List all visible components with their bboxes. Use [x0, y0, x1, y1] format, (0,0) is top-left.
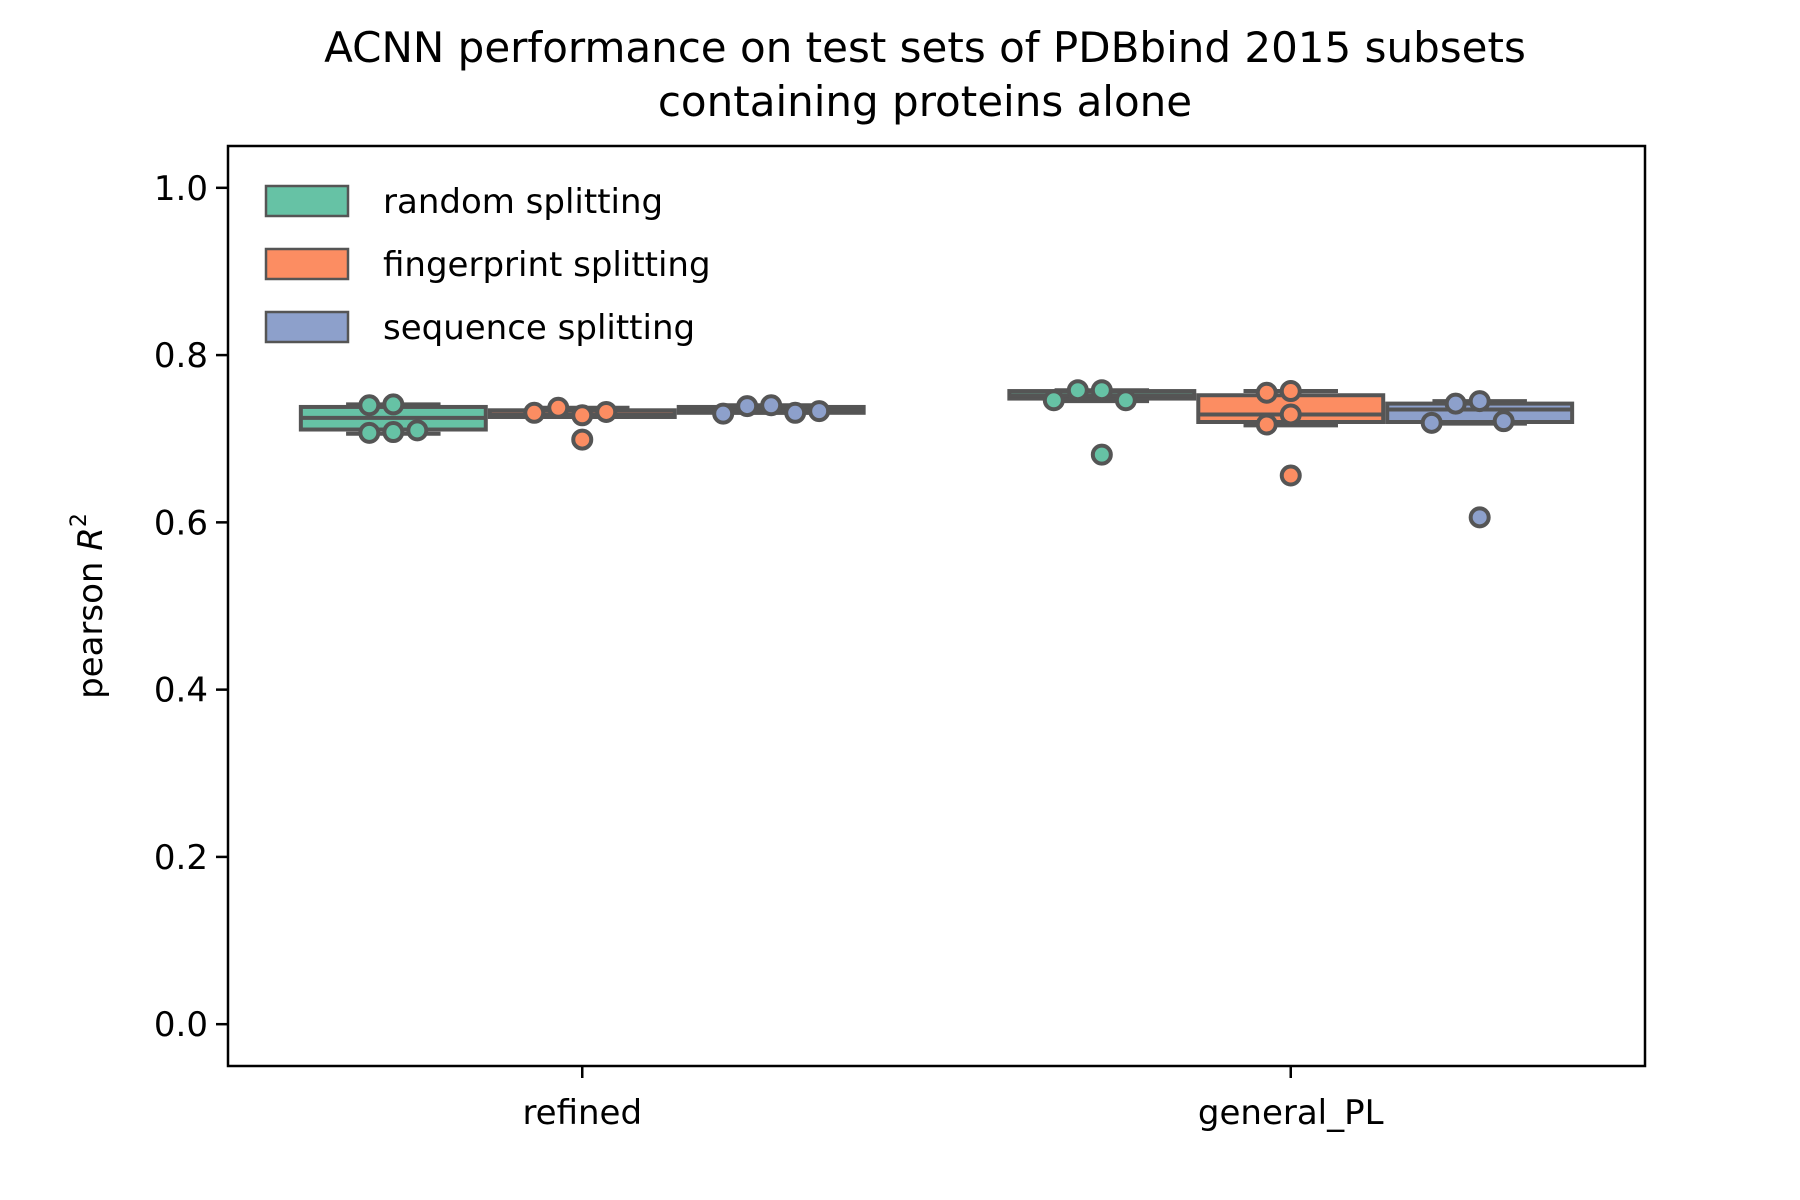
- y-tick-label: 1.0: [154, 169, 208, 209]
- data-point: [595, 400, 618, 423]
- x-tick-label: general_PL: [1198, 1093, 1384, 1133]
- legend: random splitting fingerprint splitting seq…: [264, 182, 711, 348]
- data-point: [1420, 411, 1443, 434]
- data-point: [358, 421, 381, 444]
- data-point: [760, 394, 783, 417]
- data-point: [382, 421, 405, 444]
- legend-swatch: [264, 184, 350, 218]
- data-point: [1279, 380, 1302, 403]
- data-point: [1468, 390, 1491, 413]
- data-point: [547, 396, 570, 419]
- box-sequence-splitting-general_PL: [1385, 390, 1575, 529]
- y-tick-label: 0.4: [154, 671, 208, 711]
- y-tick-label: 0.0: [154, 1005, 208, 1045]
- y-axis-label-math: R: [71, 527, 111, 551]
- legend-swatch: [264, 247, 350, 281]
- data-point: [406, 419, 429, 442]
- data-point: [382, 393, 405, 416]
- y-axis-label-word: pearson: [71, 551, 111, 699]
- y-axis-label-superscript: 2: [67, 513, 92, 527]
- data-point: [1114, 389, 1137, 412]
- data-point: [1492, 410, 1515, 433]
- box-fingerprint-splitting-refined: [487, 396, 677, 451]
- legend-entry-fingerprint-splitting: fingerprint splitting: [264, 245, 711, 285]
- data-point: [1066, 379, 1089, 402]
- data-point: [1279, 403, 1302, 426]
- plot-frame: [226, 144, 1647, 1068]
- data-point: [1090, 443, 1113, 466]
- y-tick-label: 0.6: [154, 503, 208, 543]
- legend-label: random splitting: [383, 182, 663, 222]
- data-point: [358, 394, 381, 417]
- chart-title-line-2: containing proteins alone: [658, 77, 1192, 126]
- legend-swatch: [264, 310, 350, 344]
- box-random-splitting-general_PL: [1007, 379, 1197, 466]
- chart-title-line-1: ACNN performance on test sets of PDBbind…: [324, 23, 1526, 72]
- data-point: [1090, 379, 1113, 402]
- data-point: [1255, 381, 1278, 404]
- data-point: [523, 401, 546, 424]
- y-axis-label: pearson R2: [67, 513, 111, 699]
- data-point: [808, 400, 831, 423]
- legend-entry-sequence-splitting: sequence splitting: [264, 308, 695, 348]
- chart-title: ACNN performance on test sets of PDBbind…: [324, 23, 1526, 126]
- x-tick-label: refined: [522, 1093, 642, 1133]
- axes: 0.0 0.2 0.4 0.6 0.8 1.0 refined general_PL pears…: [67, 144, 1647, 1133]
- data-point: [1279, 464, 1302, 487]
- plot-area: [298, 379, 1575, 529]
- legend-entry-random-splitting: random splitting: [264, 182, 663, 222]
- legend-label: fingerprint splitting: [383, 245, 711, 285]
- legend-label: sequence splitting: [383, 308, 695, 348]
- data-point: [571, 404, 594, 427]
- data-point: [1468, 506, 1491, 529]
- data-point: [784, 401, 807, 424]
- data-point: [1444, 392, 1467, 415]
- data-point: [1042, 389, 1065, 412]
- data-point: [712, 402, 735, 425]
- data-point: [736, 395, 759, 418]
- box-fingerprint-splitting-general_PL: [1196, 380, 1386, 487]
- box-random-splitting-refined: [298, 393, 488, 444]
- y-tick-label: 0.8: [154, 336, 208, 376]
- data-point: [1255, 413, 1278, 436]
- data-point: [571, 428, 594, 451]
- y-tick-label: 0.2: [154, 838, 208, 878]
- box-sequence-splitting-refined: [676, 394, 866, 425]
